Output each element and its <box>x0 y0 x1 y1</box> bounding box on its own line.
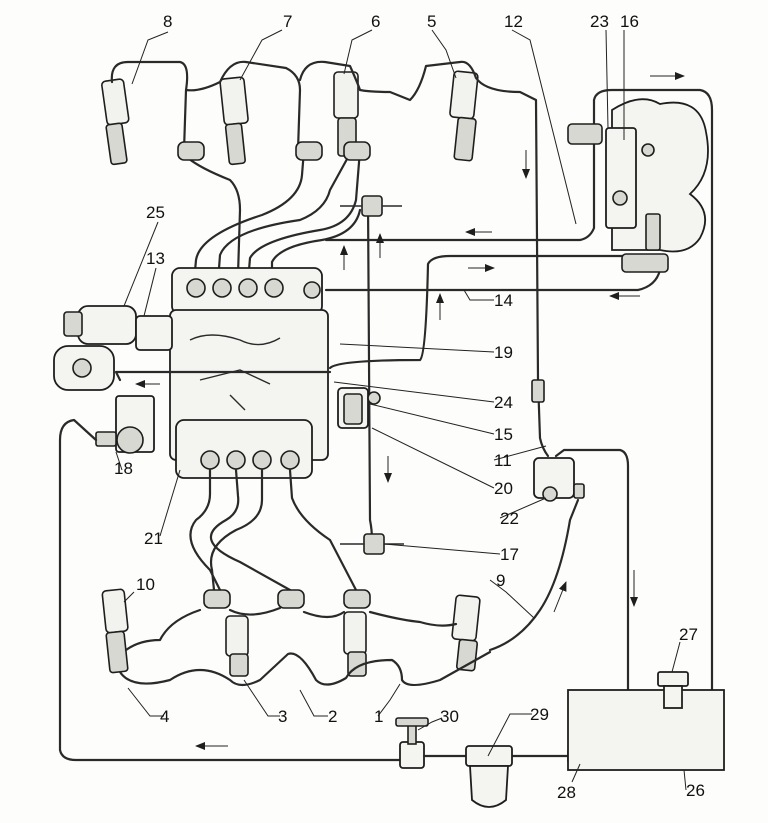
lower-return-line <box>118 650 492 687</box>
label-25: 25 <box>146 203 165 222</box>
label-30: 30 <box>440 707 459 726</box>
label-13: 13 <box>146 249 165 268</box>
hp-line-upper <box>192 148 306 284</box>
pump-return-line <box>114 370 332 382</box>
upper-injector-5 <box>449 70 479 162</box>
label-5: 5 <box>427 12 436 31</box>
label-23: 23 <box>590 12 609 31</box>
label-16: 16 <box>620 12 639 31</box>
hp-line-lower-3 <box>209 468 264 592</box>
fuel-filter-18 <box>95 395 155 454</box>
lower-clamp-2 <box>277 589 305 609</box>
lower-clamp-1 <box>203 589 231 609</box>
label-6: 6 <box>371 12 380 31</box>
glow-plug-17 <box>340 533 404 555</box>
valve-to-tank-line <box>554 448 630 692</box>
hp-line-upper-2 <box>216 148 354 284</box>
lower-clamp-3 <box>343 589 371 609</box>
hand-pump-30 <box>395 717 429 769</box>
hp-line-lower-4 <box>288 468 358 592</box>
label-2: 2 <box>328 707 337 726</box>
label-12: 12 <box>504 12 523 31</box>
lower-injector-10 <box>101 588 129 674</box>
leader-lines <box>115 29 687 791</box>
label-11: 11 <box>494 451 512 470</box>
line-9 <box>488 498 580 652</box>
label-26: 26 <box>686 781 705 800</box>
right-return-line <box>324 268 662 292</box>
valve-22 <box>533 457 585 502</box>
label-24: 24 <box>494 393 513 412</box>
label-27: 27 <box>679 625 698 644</box>
right-feed-line <box>324 88 714 692</box>
upper-injector-8 <box>101 78 130 166</box>
governor-actuator <box>53 305 173 391</box>
upper-return-line <box>110 60 540 382</box>
label-29: 29 <box>530 705 549 724</box>
hp-line-lower-1 <box>189 468 222 592</box>
label-14: 14 <box>494 291 513 310</box>
central-tube <box>366 198 374 542</box>
upper-clamp-3 <box>343 141 371 161</box>
label-1: 1 <box>374 707 383 726</box>
filter-15 <box>337 387 381 429</box>
fuel-tank-26 <box>567 671 725 771</box>
label-28: 28 <box>557 783 576 802</box>
injection-pump <box>169 267 329 479</box>
hp-line-upper-3 <box>246 148 362 284</box>
lower-injector-2 <box>343 611 367 677</box>
lower-injector-3 <box>225 615 249 677</box>
label-15: 15 <box>494 425 513 444</box>
sensor-line-11 <box>536 378 550 458</box>
label-4: 4 <box>160 707 169 726</box>
label-7: 7 <box>283 12 292 31</box>
right-feed-line-2 <box>328 254 638 370</box>
label-10: 10 <box>136 575 155 594</box>
number-labels: 8 7 6 5 12 23 16 25 13 14 19 24 15 11 20… <box>114 12 705 802</box>
lower-return-line-2 <box>124 606 458 652</box>
hp-line-upper-4 <box>270 208 362 284</box>
upper-return-line-2 <box>182 148 242 277</box>
label-22: 22 <box>500 509 519 528</box>
upper-injector-7 <box>219 76 249 166</box>
label-20: 20 <box>494 479 513 498</box>
supply-line <box>58 418 406 762</box>
label-19: 19 <box>494 343 513 362</box>
flow-arrows <box>135 72 685 750</box>
label-17: 17 <box>500 545 519 564</box>
hp-line-lower-2 <box>209 468 292 592</box>
upper-clamp-1 <box>177 141 205 161</box>
label-18: 18 <box>114 459 133 478</box>
label-3: 3 <box>278 707 287 726</box>
sensor-11 <box>531 379 545 403</box>
water-separator-29 <box>465 745 513 808</box>
fuel-heater-16 <box>567 98 709 273</box>
label-9: 9 <box>496 571 505 590</box>
label-21: 21 <box>144 529 163 548</box>
label-8: 8 <box>163 12 172 31</box>
upper-clamp-2 <box>295 141 323 161</box>
glow-plug-upper <box>340 195 402 217</box>
